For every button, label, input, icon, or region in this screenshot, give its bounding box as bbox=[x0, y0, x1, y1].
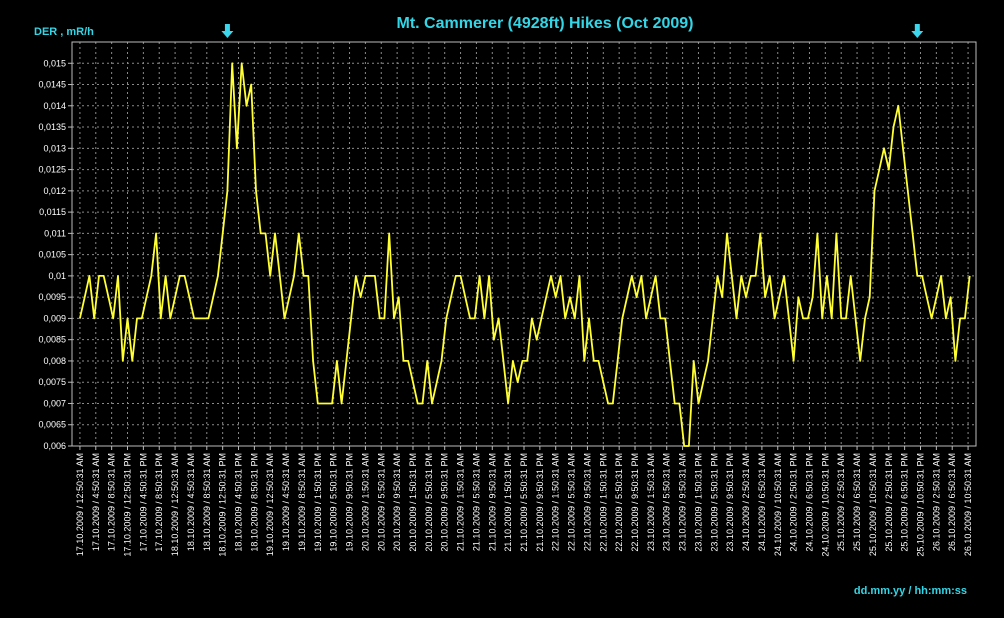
grid bbox=[72, 42, 976, 447]
x-tick-label: 24.10.2009 / 6:50:31 AM bbox=[757, 453, 767, 551]
peak-arrow-icon bbox=[911, 24, 924, 38]
peak-arrow-icon bbox=[221, 24, 234, 38]
x-tick-label: 25.10.2009 / 2:50:31 PM bbox=[884, 453, 894, 552]
x-tick-label: 17.10.2009 / 8:50:31 AM bbox=[107, 453, 117, 551]
x-tick-label: 17.10.2009 / 12:50:31 PM bbox=[123, 453, 133, 557]
x-tick-label: 18.10.2009 / 4:50:31 PM bbox=[234, 453, 244, 552]
y-tick-label: 0,0145 bbox=[38, 80, 66, 90]
y-tick-label: 0,0065 bbox=[38, 420, 66, 430]
x-tick-label: 18.10.2009 / 12:50:31 PM bbox=[218, 453, 228, 557]
x-tick-label: 20.10.2009 / 5:50:31 PM bbox=[424, 453, 434, 552]
x-tick-label: 17.10.2009 / 4:50:31 PM bbox=[138, 453, 148, 552]
x-tick-label: 17.10.2009 / 4:50:31 AM bbox=[91, 453, 101, 551]
x-tick-label: 18.10.2009 / 4:50:31 AM bbox=[186, 453, 196, 551]
x-tick-label: 25.10.2009 / 2:50:31 AM bbox=[836, 453, 846, 551]
x-tick-label: 24.10.2009 / 6:50:31 PM bbox=[804, 453, 814, 552]
x-tick-label: 23.10.2009 / 9:50:31 PM bbox=[725, 453, 735, 552]
y-tick-label: 0,007 bbox=[43, 398, 66, 408]
x-tick-label: 21.10.2009 / 9:50:31 AM bbox=[487, 453, 497, 551]
x-tick-label: 23.10.2009 / 1:50:31 AM bbox=[646, 453, 656, 551]
y-tick-label: 0,0075 bbox=[38, 377, 66, 387]
series-layer bbox=[79, 62, 971, 447]
x-tick-label: 22.10.2009 / 1:50:31 AM bbox=[551, 453, 561, 551]
x-axis-ticks: 17.10.2009 / 12:50:31 AM 17.10.2009 / 4:5… bbox=[75, 446, 973, 557]
x-tick-label: 20.10.2009 / 1:50:31 PM bbox=[408, 453, 418, 552]
y-tick-label: 0,01 bbox=[48, 271, 66, 281]
x-tick-label: 25.10.2009 / 6:50:31 AM bbox=[852, 453, 862, 551]
x-tick-label: 26.10.2009 / 2:50:31 AM bbox=[931, 453, 941, 551]
x-tick-label: 24.10.2009 / 10:50:31 AM bbox=[773, 453, 783, 556]
x-tick-label: 23.10.2009 / 5:50:31 AM bbox=[662, 453, 672, 551]
x-tick-label: 18.10.2009 / 12:50:31 AM bbox=[170, 453, 180, 556]
x-tick-label: 21.10.2009 / 9:50:31 PM bbox=[535, 453, 545, 552]
x-tick-label: 23.10.2009 / 9:50:31 AM bbox=[678, 453, 688, 551]
x-tick-label: 23.10.2009 / 5:50:31 PM bbox=[709, 453, 719, 552]
y-tick-label: 0,0135 bbox=[38, 122, 66, 132]
series-line bbox=[79, 62, 971, 447]
x-tick-label: 22.10.2009 / 5:50:31 AM bbox=[567, 453, 577, 551]
x-tick-label: 20.10.2009 / 9:50:31 PM bbox=[440, 453, 450, 552]
x-tick-label: 25.10.2009 / 10:50:31 AM bbox=[868, 453, 878, 556]
x-tick-label: 21.10.2009 / 1:50:31 PM bbox=[503, 453, 513, 552]
x-tick-label: 26.10.2009 / 6:50:31 AM bbox=[947, 453, 957, 551]
x-tick-label: 26.10.2009 / 10:50:31 AM bbox=[963, 453, 973, 556]
y-tick-label: 0,008 bbox=[43, 356, 66, 366]
y-tick-label: 0,015 bbox=[43, 58, 66, 68]
x-tick-label: 17.10.2009 / 8:50:31 PM bbox=[154, 453, 164, 552]
x-tick-label: 21.10.2009 / 5:50:31 AM bbox=[471, 453, 481, 551]
x-tick-label: 25.10.2009 / 10:50:31 PM bbox=[915, 453, 925, 557]
y-tick-label: 0,014 bbox=[43, 101, 66, 111]
x-tick-label: 24.10.2009 / 2:50:31 AM bbox=[741, 453, 751, 551]
y-tick-label: 0,0105 bbox=[38, 250, 66, 260]
y-tick-label: 0,0095 bbox=[38, 292, 66, 302]
chart-title: Mt. Cammerer (4928ft) Hikes (Oct 2009) bbox=[396, 15, 693, 32]
x-tick-label: 22.10.2009 / 5:50:31 PM bbox=[614, 453, 624, 552]
x-tick-label: 19.10.2009 / 9:50:31 PM bbox=[345, 453, 355, 552]
x-tick-label: 22.10.2009 / 1:50:31 PM bbox=[598, 453, 608, 552]
x-tick-label: 23.10.2009 / 1:50:31 PM bbox=[693, 453, 703, 552]
x-tick-label: 19.10.2009 / 12:50:31 AM bbox=[265, 453, 275, 556]
peak-markers bbox=[221, 24, 924, 38]
x-tick-label: 20.10.2009 / 5:50:31 AM bbox=[376, 453, 386, 551]
x-tick-label: 20.10.2009 / 1:50:31 AM bbox=[360, 453, 370, 551]
y-axis-ticks: 0,006 0,0065 0,007 0,0075 0,008 0,0085 0,009 0,… bbox=[38, 58, 72, 451]
x-tick-label: 19.10.2009 / 5:50:31 PM bbox=[329, 453, 339, 552]
x-tick-label: 19.10.2009 / 4:50:31 AM bbox=[281, 453, 291, 551]
y-tick-label: 0,0085 bbox=[38, 335, 66, 345]
y-tick-label: 0,012 bbox=[43, 186, 66, 196]
y-tick-label: 0,009 bbox=[43, 313, 66, 323]
x-tick-label: 18.10.2009 / 8:50:31 PM bbox=[249, 453, 259, 552]
y-tick-label: 0,006 bbox=[43, 441, 66, 451]
y-axis-label: DER , mR/h bbox=[34, 26, 94, 38]
x-tick-label: 18.10.2009 / 8:50:31 AM bbox=[202, 453, 212, 551]
y-tick-label: 0,0115 bbox=[39, 207, 66, 217]
x-tick-label: 20.10.2009 / 9:50:31 AM bbox=[392, 453, 402, 551]
x-tick-label: 22.10.2009 / 9:50:31 AM bbox=[582, 453, 592, 551]
x-tick-label: 19.10.2009 / 1:50:31 PM bbox=[313, 453, 323, 552]
y-tick-label: 0,013 bbox=[43, 143, 66, 153]
x-tick-label: 22.10.2009 / 9:50:31 PM bbox=[630, 453, 640, 552]
x-tick-label: 24.10.2009 / 10:50:31 PM bbox=[820, 453, 830, 557]
x-tick-label: 19.10.2009 / 8:50:31 AM bbox=[297, 453, 307, 551]
y-tick-label: 0,0125 bbox=[38, 165, 66, 175]
y-tick-label: 0,011 bbox=[44, 228, 66, 238]
x-tick-label: 25.10.2009 / 6:50:31 PM bbox=[900, 453, 910, 552]
x-tick-label: 24.10.2009 / 2:50:31 PM bbox=[789, 453, 799, 552]
x-tick-label: 17.10.2009 / 12:50:31 AM bbox=[75, 453, 85, 556]
x-tick-label: 21.10.2009 / 1:50:31 AM bbox=[456, 453, 466, 551]
x-tick-label: 21.10.2009 / 5:50:31 PM bbox=[519, 453, 529, 552]
x-axis-label: dd.mm.yy / hh:mm:ss bbox=[854, 585, 967, 597]
